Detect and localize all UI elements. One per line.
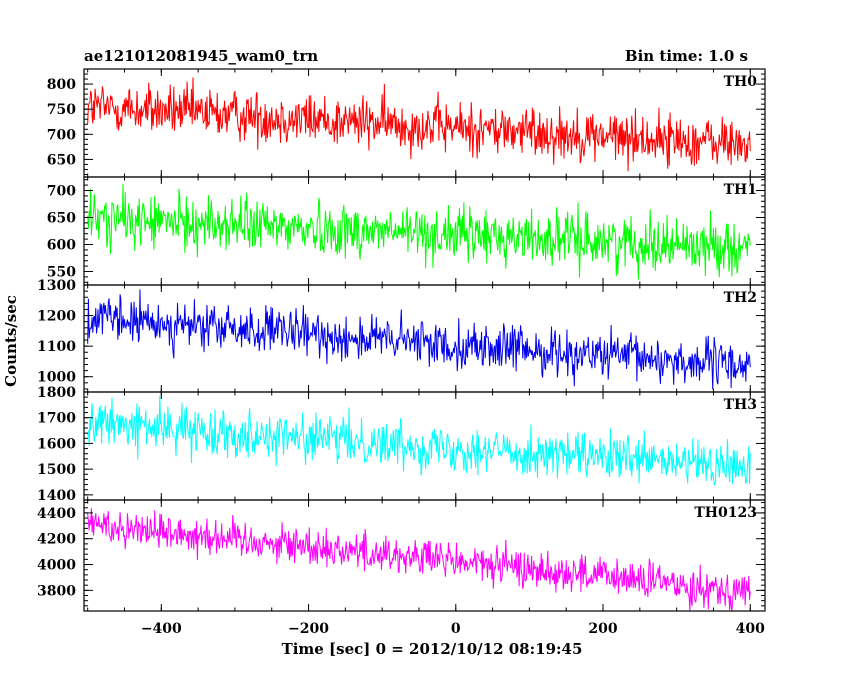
y-tick-label: 3800 <box>37 583 76 599</box>
x-tick-label: −400 <box>141 621 182 637</box>
panel-frame-th0 <box>83 68 766 178</box>
y-tick-label: 1400 <box>37 488 76 504</box>
series-line-th2 <box>87 289 751 390</box>
chart-title: ae121012081945_wam0_trn <box>84 47 318 65</box>
series-line-th0123 <box>87 508 751 611</box>
y-tick-label: 1500 <box>37 462 76 478</box>
y-tick-label: 750 <box>47 102 76 118</box>
y-tick-label: 1300 <box>37 278 76 294</box>
y-tick-label: 800 <box>47 77 76 93</box>
panel-label-th0123: TH0123 <box>694 505 757 521</box>
y-tick-label: 650 <box>47 152 76 168</box>
x-tick-label: 400 <box>736 621 765 637</box>
y-tick-label: 1200 <box>37 309 76 325</box>
y-tick-label: 1600 <box>37 436 76 452</box>
x-axis-title: Time [sec] 0 = 2012/10/12 08:19:45 <box>282 640 583 658</box>
series-line-th1 <box>87 183 751 280</box>
y-tick-label: 1100 <box>37 339 76 355</box>
y-tick-label: 600 <box>47 238 76 254</box>
x-tick-label: 0 <box>451 621 461 637</box>
panel-frame-th0123 <box>83 499 766 612</box>
series-line-th0 <box>87 77 751 172</box>
panel-label-th3: TH3 <box>724 397 757 413</box>
y-tick-label: 650 <box>47 211 76 227</box>
x-tick-label: 200 <box>588 621 617 637</box>
x-tick-label: −200 <box>288 621 329 637</box>
y-tick-label: 4400 <box>37 506 76 522</box>
y-tick-label: 1700 <box>37 411 76 427</box>
y-tick-label: 550 <box>47 265 76 281</box>
bin-time-label: Bin time: 1.0 s <box>625 47 748 65</box>
panel-label-th1: TH1 <box>724 182 757 198</box>
y-tick-label: 4200 <box>37 532 76 548</box>
y-axis-title: Counts/sec <box>2 295 20 387</box>
panel-label-th0: TH0 <box>724 74 758 90</box>
y-tick-label: 1000 <box>37 370 76 386</box>
y-tick-label: 700 <box>47 127 76 143</box>
panels-group: 650 700 750 800 TH0 550 600 650 700 TH1 1000 1100 12… <box>37 68 766 637</box>
y-tick-label: 700 <box>47 184 76 200</box>
y-tick-label: 4000 <box>37 558 76 574</box>
panel-label-th2: TH2 <box>724 290 757 306</box>
y-tick-label: 1800 <box>37 385 76 401</box>
series-line-th3 <box>87 395 751 486</box>
